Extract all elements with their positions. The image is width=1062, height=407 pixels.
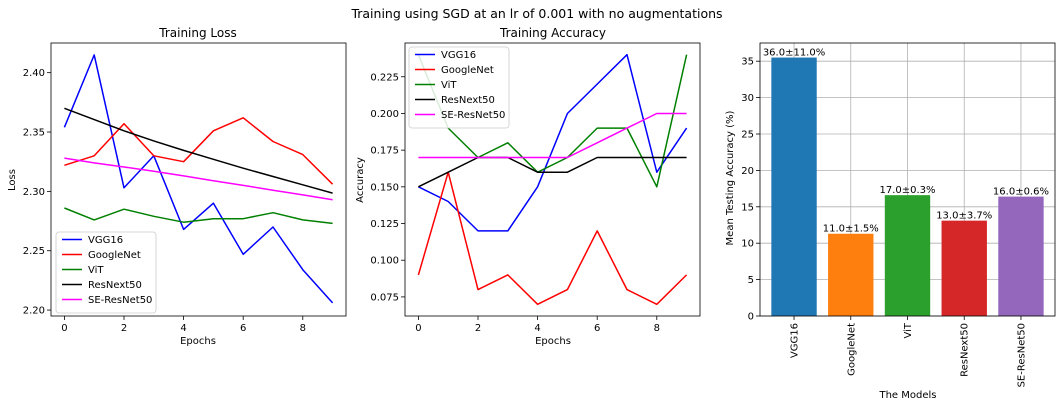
bar-data-label: 16.0±0.6%	[993, 187, 1049, 198]
accuracy-legend-label: ViT	[441, 80, 457, 91]
loss-ytick-label: 2.25	[23, 246, 45, 257]
bar-ytick-label: 0	[748, 312, 754, 323]
accuracy-ytick-label: 0.150	[370, 182, 399, 193]
bar-ytick-label: 35	[741, 57, 754, 68]
loss-xtick-label: 6	[240, 323, 246, 334]
loss-ytick-label: 2.40	[23, 68, 45, 79]
loss-frame	[50, 42, 347, 317]
bar-ytick-label: 15	[741, 202, 754, 213]
accuracy-xtick-label: 4	[534, 323, 540, 334]
accuracy-chart-ylabel: Accuracy	[355, 157, 366, 203]
accuracy-chart: Training Accuracy Epochs Accuracy	[355, 26, 606, 347]
loss-plot: 0 2 4 6 82.202.252.302.352.40VGG16GoogleNetV…	[23, 42, 347, 334]
loss-xtick-label: 0	[61, 323, 67, 334]
accuracy-xtick-label: 2	[475, 323, 481, 334]
accuracy-ytick-label: 0.100	[370, 256, 399, 267]
accuracy-frame	[404, 42, 701, 317]
bar-ytick-label: 10	[741, 239, 754, 250]
bar-xtick-label: ViT	[903, 322, 914, 338]
accuracy-legend-label: ResNext50	[441, 95, 495, 106]
loss-chart-ylabel: Loss	[7, 169, 18, 191]
figure-suptitle: Training using SGD at an lr of 0.001 wit…	[350, 6, 722, 21]
loss-line-resnext50	[64, 107, 333, 194]
loss-line-googlenet	[64, 117, 334, 185]
accuracy-xtick-label: 8	[654, 323, 660, 334]
bar-xtick-label: VGG16	[790, 323, 801, 358]
accuracy-chart-title: Training Accuracy	[499, 26, 606, 40]
bar-vgg16	[771, 57, 817, 317]
bar-ytick-label: 5	[748, 275, 754, 286]
accuracy-line-se-resnet50	[418, 112, 687, 159]
bar-data-label: 13.0±3.7%	[936, 211, 992, 222]
accuracy-plot: 0 2 4 6 8 0.075 0.100 0.125 0.150 0.175 0.200 0.225…	[370, 42, 701, 334]
bar-se-resnet50	[998, 196, 1044, 316]
bar-xtick-label: ResNext50	[960, 323, 971, 377]
accuracy-line-vgg16	[418, 53, 688, 232]
accuracy-ytick-label: 0.125	[370, 219, 399, 230]
bar-googlenet	[828, 233, 874, 316]
loss-line-vit	[64, 207, 333, 225]
accuracy-ytick-label: 0.225	[370, 72, 399, 83]
loss-legend: VGG16 GoogleNet ViT ResNext50 SE-ResNet50	[55, 231, 157, 314]
loss-legend-label: SE-ResNet50	[88, 295, 152, 306]
loss-line-vgg16	[63, 54, 334, 304]
bar-ytick-label: 30	[741, 93, 754, 104]
loss-legend-label: VGG16	[88, 235, 123, 246]
bar-data-label: 36.0±11.0%	[763, 48, 825, 59]
loss-chart-xlabel: Epochs	[180, 336, 216, 347]
accuracy-legend-label: GoogleNet	[441, 65, 494, 76]
loss-legend-label: ResNext50	[88, 280, 142, 291]
accuracy-line-resnext50	[418, 156, 687, 188]
test-accuracy-chart: The Models Mean Testing Accuracy (%)	[725, 110, 937, 401]
accuracy-ytick-label: 0.175	[370, 146, 399, 157]
accuracy-xtick-label: 0	[415, 323, 421, 334]
accuracy-legend-box	[408, 46, 510, 129]
accuracy-legend-label: VGG16	[441, 50, 476, 61]
loss-line-se-resnet50	[64, 157, 333, 201]
bar-vit	[884, 195, 931, 316]
accuracy-ytick-label: 0.075	[370, 292, 399, 303]
loss-chart: Training Loss Epochs Loss	[7, 26, 237, 347]
bar-chart-ylabel: Mean Testing Accuracy (%)	[725, 110, 736, 245]
accuracy-ytick-label: 0.200	[370, 109, 399, 120]
bar-data-label: 17.0±0.3%	[879, 185, 935, 196]
bar-resnext50	[941, 220, 987, 316]
bar-ytick-label: 20	[741, 166, 754, 177]
loss-legend-box	[55, 231, 157, 314]
loss-ytick-label: 2.20	[23, 306, 45, 317]
bar-chart-xlabel: The Models	[878, 390, 936, 401]
accuracy-xtick-label: 6	[594, 323, 600, 334]
bar-plot: 36.0±11.0% 11.0±1.5% 17.0±0.3% 13.0±3.7% 16.…	[741, 42, 1056, 387]
loss-xtick-label: 2	[121, 323, 127, 334]
loss-ytick-label: 2.30	[23, 187, 45, 198]
loss-legend-label: ViT	[88, 265, 104, 276]
accuracy-line-googlenet	[417, 171, 688, 306]
bar-xtick-label: SE-ResNet50	[1016, 323, 1027, 387]
loss-legend-label: GoogleNet	[88, 250, 141, 261]
loss-ytick-label: 2.35	[23, 128, 45, 139]
bar-xtick-label: GoogleNet	[846, 323, 857, 376]
accuracy-chart-xlabel: Epochs	[535, 336, 571, 347]
loss-chart-title: Training Loss	[158, 26, 236, 40]
loss-xtick-label: 4	[180, 323, 186, 334]
accuracy-legend-label: SE-ResNet50	[441, 110, 505, 121]
bar-data-label: 11.0±1.5%	[823, 224, 879, 235]
bar-ytick-label: 25	[741, 130, 754, 141]
loss-xtick-label: 8	[300, 323, 306, 334]
accuracy-legend: VGG16 GoogleNet ViT ResNext50 SE-ResNet50	[408, 46, 510, 129]
